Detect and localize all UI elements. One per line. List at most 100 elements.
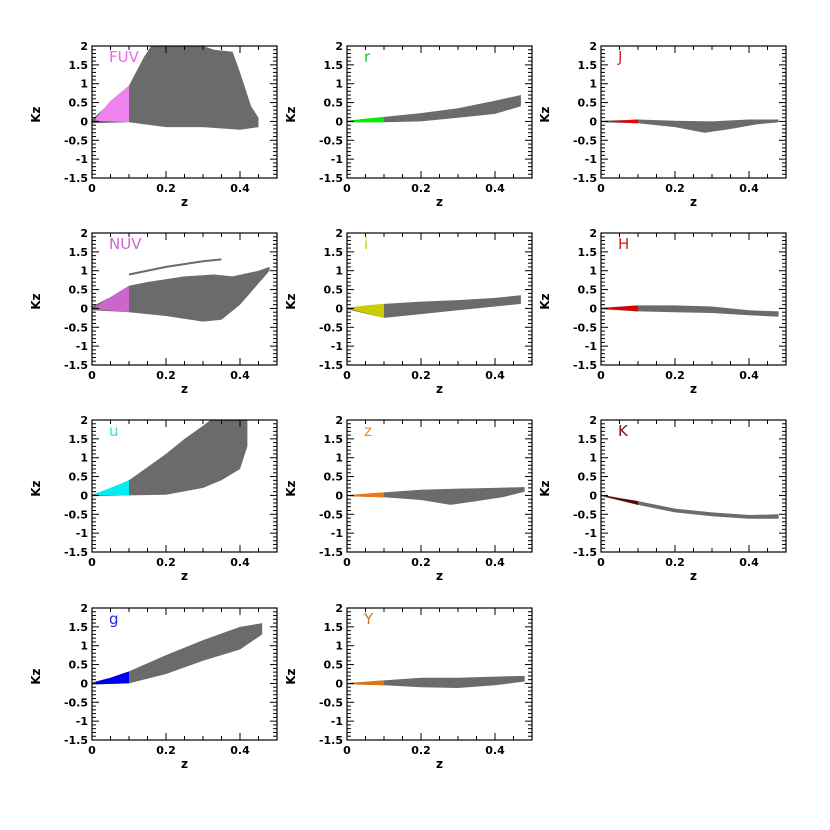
band-label-y: Y — [363, 610, 374, 628]
y-tick-label: 0 — [335, 302, 343, 315]
x-tick-label: 0.2 — [665, 556, 685, 569]
y-tick-label: 0.5 — [324, 659, 344, 672]
band-label-h: H — [618, 235, 629, 253]
panel-y: 0 0.2 0.4 -1.5 -1 -0.5 0 0.5 1 1.5 2 z Kz Y — [284, 602, 533, 771]
y-tick-label: -1 — [585, 153, 597, 166]
plot-frame — [346, 419, 533, 553]
y-tick-label: 1 — [80, 265, 88, 278]
y-tick-label: 0 — [589, 302, 597, 315]
panel-fuv: 0 0.2 0.4 -1.5 -1 -0.5 0 0.5 1 1.5 2 z Kz FUV — [29, 40, 278, 209]
x-tick-label: 0 — [88, 744, 96, 757]
data-cloud-r — [347, 95, 521, 123]
y-tick-label: -1.5 — [319, 359, 343, 372]
y-tick-label: 2 — [589, 227, 597, 240]
x-tick-label: 0.2 — [665, 182, 685, 195]
y-tick-label: -1 — [331, 715, 343, 728]
y-tick-label: -1.5 — [64, 546, 88, 559]
data-cloud-k — [601, 494, 779, 519]
x-axis-label: z — [690, 195, 697, 209]
x-tick-label: 0.2 — [156, 182, 176, 195]
data-cloud-y — [347, 675, 525, 688]
plot-frame — [600, 45, 787, 179]
x-tick-label: 0.2 — [411, 744, 431, 757]
panel-nuv: 0 0.2 0.4 -1.5 -1 -0.5 0 0.5 1 1.5 2 z Kz NUV — [29, 227, 278, 396]
x-axis-label: z — [181, 382, 188, 396]
x-tick-label: 0.2 — [156, 369, 176, 382]
y-tick-label: 1.5 — [69, 433, 89, 446]
y-tick-label: 0.5 — [69, 471, 89, 484]
y-tick-label: -1 — [76, 153, 88, 166]
x-tick-label: 0 — [343, 556, 351, 569]
y-tick-label: -0.5 — [64, 134, 88, 147]
y-tick-label: -1.5 — [319, 546, 343, 559]
y-tick-label: 1.5 — [69, 59, 89, 72]
x-axis-label: z — [690, 382, 697, 396]
x-tick-label: 0.4 — [739, 556, 759, 569]
panel-u: 0 0.2 0.4 -1.5 -1 -0.5 0 0.5 1 1.5 2 z Kz u — [29, 414, 278, 583]
y-tick-label: -1.5 — [319, 734, 343, 747]
y-tick-label: 0.5 — [578, 471, 598, 484]
lowz-highlight-r — [350, 116, 384, 123]
y-tick-label: -1.5 — [64, 359, 88, 372]
y-tick-label: -0.5 — [573, 321, 597, 334]
x-tick-label: 0.2 — [665, 369, 685, 382]
x-axis-label: z — [690, 569, 697, 583]
y-tick-label: 1.5 — [324, 621, 344, 634]
panel-k: 0 0.2 0.4 -1.5 -1 -0.5 0 0.5 1 1.5 2 z Kz K — [538, 414, 787, 583]
y-tick-label: -0.5 — [319, 696, 343, 709]
y-tick-label: 2 — [335, 602, 343, 615]
x-tick-label: 0 — [343, 744, 351, 757]
x-tick-label: 0.4 — [739, 369, 759, 382]
y-tick-label: 1 — [80, 452, 88, 465]
x-tick-label: 0 — [597, 556, 605, 569]
y-tick-label: -1 — [76, 527, 88, 540]
x-tick-label: 0.4 — [485, 556, 505, 569]
y-tick-label: 0.5 — [69, 97, 89, 110]
y-tick-label: 2 — [589, 40, 597, 53]
y-tick-label: -1 — [331, 527, 343, 540]
y-tick-label: 1 — [80, 640, 88, 653]
x-tick-label: 0 — [88, 556, 96, 569]
y-tick-label: 0 — [80, 302, 88, 315]
lowz-highlight-nuv — [95, 285, 129, 313]
lowz-highlight-k — [604, 495, 638, 505]
y-tick-label: 1 — [589, 78, 597, 91]
y-tick-label: 1.5 — [578, 433, 598, 446]
band-label-k: K — [618, 422, 629, 440]
x-tick-label: 0.4 — [230, 182, 250, 195]
x-axis-label: z — [181, 757, 188, 771]
y-tick-label: -0.5 — [64, 696, 88, 709]
x-tick-label: 0.4 — [485, 369, 505, 382]
band-label-i: i — [364, 235, 368, 253]
y-tick-label: 1 — [335, 78, 343, 91]
y-tick-label: -0.5 — [573, 508, 597, 521]
y-tick-label: 1.5 — [324, 433, 344, 446]
x-tick-label: 0 — [343, 369, 351, 382]
band-label-fuv: FUV — [109, 48, 140, 66]
y-tick-label: -1 — [585, 340, 597, 353]
y-tick-label: 2 — [335, 40, 343, 53]
y-tick-label: 2 — [589, 414, 597, 427]
lowz-highlight-g — [95, 671, 129, 685]
y-tick-label: -0.5 — [573, 134, 597, 147]
y-tick-label: 1 — [589, 452, 597, 465]
x-axis-label: z — [436, 569, 443, 583]
data-cloud-h — [601, 305, 779, 317]
y-tick-label: 1 — [335, 452, 343, 465]
y-axis-label: Kz — [284, 480, 298, 496]
y-tick-label: -1 — [76, 340, 88, 353]
lowz-highlight-h — [604, 305, 638, 312]
y-tick-label: -1.5 — [319, 172, 343, 185]
x-tick-label: 0.2 — [411, 556, 431, 569]
y-tick-label: 2 — [80, 602, 88, 615]
y-tick-label: 0.5 — [324, 471, 344, 484]
y-tick-label: 1.5 — [69, 621, 89, 634]
y-tick-label: -1.5 — [64, 734, 88, 747]
data-cloud-i — [347, 295, 521, 318]
panel-g: 0 0.2 0.4 -1.5 -1 -0.5 0 0.5 1 1.5 2 z Kz g — [29, 602, 278, 771]
x-tick-label: 0 — [88, 182, 96, 195]
x-tick-label: 0.4 — [739, 182, 759, 195]
x-axis-label: z — [436, 382, 443, 396]
data-cloud-z — [347, 487, 525, 505]
x-tick-label: 0 — [597, 182, 605, 195]
